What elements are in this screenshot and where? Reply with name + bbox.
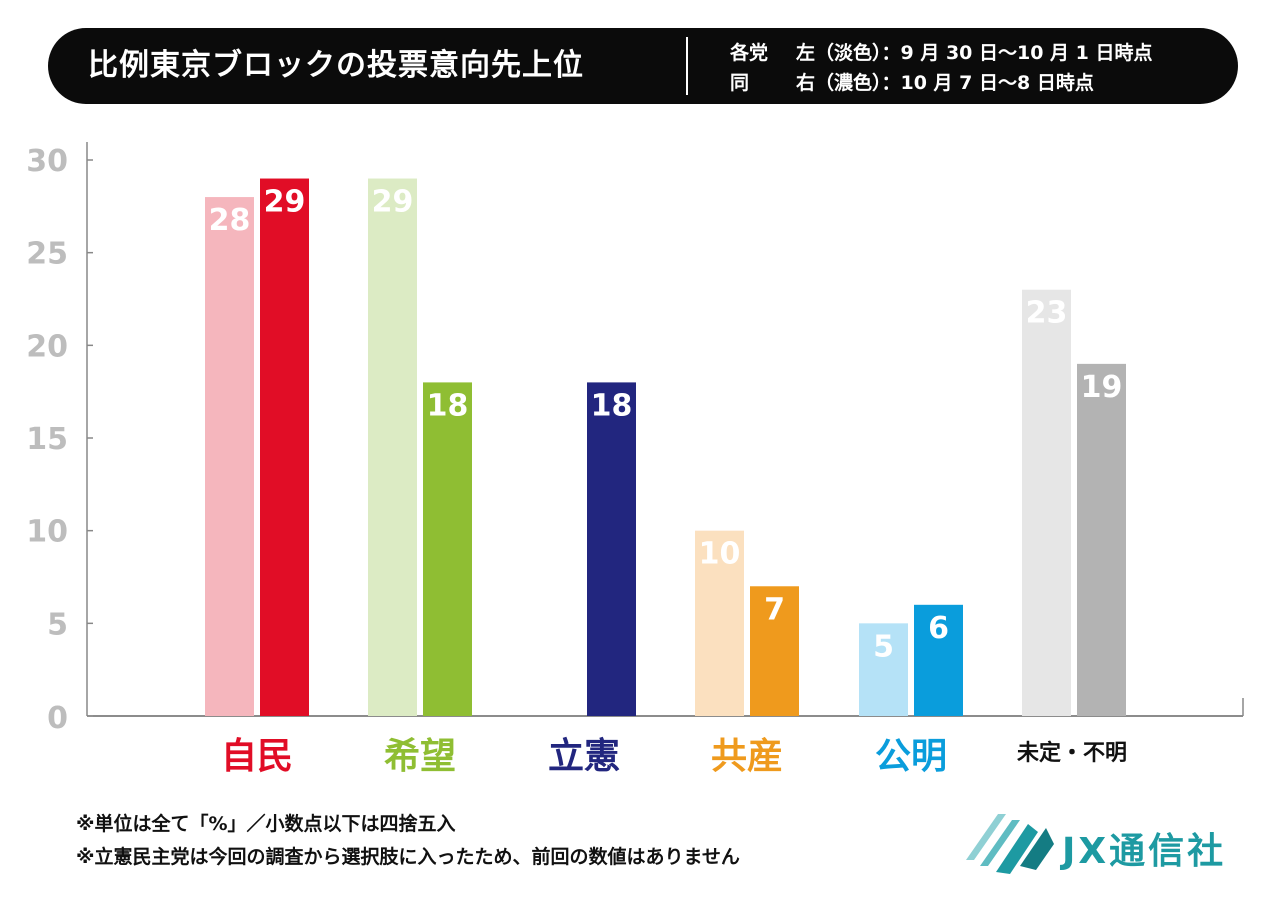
bar-previous (205, 197, 254, 717)
bar-value-label: 19 (1081, 370, 1123, 405)
y-tick-label: 10 (26, 515, 68, 550)
bar-value-label: 29 (264, 185, 306, 220)
title-divider (686, 37, 688, 95)
bar-value-label: 10 (699, 537, 741, 572)
bar-previous (695, 530, 744, 716)
bar-current (423, 382, 472, 716)
bar-current (914, 604, 963, 716)
footnote-unit: ※単位は全て「%」／小数点以下は四捨五入 (76, 813, 456, 835)
bar-previous (1022, 289, 1071, 716)
legend-line-previous: 各党 左（淡色）：9 月 30 日〜10 月 1 日時点 (730, 38, 1153, 65)
category-label: 希望 (384, 736, 456, 777)
y-tick-label: 25 (26, 237, 68, 272)
jx-logo-text: JX通信社 (1062, 831, 1227, 872)
y-tick-label: 0 (47, 701, 68, 736)
y-tick-label: 20 (26, 329, 68, 364)
bar-value-label: 28 (209, 203, 251, 238)
legend-line-current: 同 右（濃色）：10 月 7 日〜8 日時点 (730, 68, 1094, 95)
legend-text: 右（濃色）：10 月 7 日〜8 日時点 (796, 72, 1094, 94)
legend-who: 各党 (730, 42, 769, 64)
bar-current (1077, 363, 1126, 716)
y-tick-label: 30 (26, 144, 68, 179)
legend-text: 左（淡色）：9 月 30 日〜10 月 1 日時点 (796, 42, 1153, 64)
y-tick-label: 15 (26, 422, 68, 457)
category-label: 公明 (875, 736, 947, 777)
footnote-rikken: ※立憲民主党は今回の調査から選択肢に入ったため、前回の数値はありません (76, 846, 740, 868)
bar-value-label: 23 (1026, 296, 1068, 331)
bar-previous (859, 623, 908, 716)
bar-value-label: 18 (427, 388, 469, 423)
bar-value-label: 5 (873, 629, 894, 664)
category-label: 未定・不明 (1017, 740, 1127, 766)
category-label: 共産 (711, 736, 783, 777)
bar-current (750, 586, 799, 716)
category-label: 自民 (221, 736, 293, 777)
jx-logo-icon (966, 814, 1054, 874)
bar-value-label: 29 (372, 185, 414, 220)
bar-previous (368, 178, 417, 716)
y-tick-label: 5 (47, 607, 68, 642)
legend-who: 同 (730, 72, 750, 94)
bar-chart: 0510152025302829自民2918希望18立憲107共産56公明231… (26, 142, 1244, 777)
bar-current (587, 382, 636, 716)
bar-value-label: 18 (591, 388, 633, 423)
title-bar: 比例東京ブロックの投票意向先上位 各党 左（淡色）：9 月 30 日〜10 月 1… (48, 28, 1238, 104)
chart-title: 比例東京ブロックの投票意向先上位 (88, 48, 584, 83)
bar-value-label: 6 (928, 611, 949, 646)
jx-logo: JX通信社 (962, 808, 1252, 878)
footnotes: ※単位は全て「%」／小数点以下は四捨五入 ※立憲民主党は今回の調査から選択肢に入… (76, 808, 740, 874)
bar-value-label: 7 (764, 592, 785, 627)
bar-current (260, 178, 309, 716)
category-label: 立憲 (548, 736, 620, 777)
